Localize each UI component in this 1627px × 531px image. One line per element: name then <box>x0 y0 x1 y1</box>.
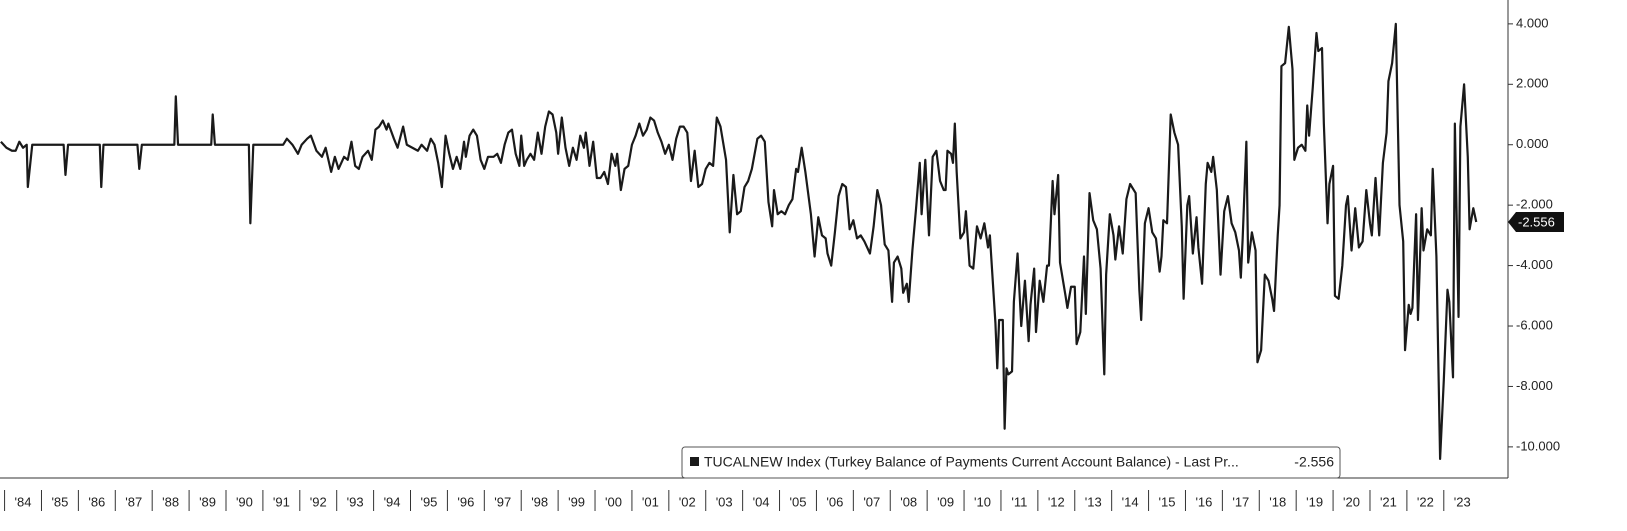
x-tick-label: '19 <box>1306 494 1323 509</box>
x-tick-label: '86 <box>88 494 105 509</box>
x-tick-label: '06 <box>826 494 843 509</box>
x-tick-label: '03 <box>716 494 733 509</box>
x-tick-label: '91 <box>273 494 290 509</box>
x-tick-label: '96 <box>457 494 474 509</box>
x-tick-label: '04 <box>753 494 770 509</box>
x-tick-label: '21 <box>1380 494 1397 509</box>
x-tick-label: '02 <box>679 494 696 509</box>
x-tick-label: '10 <box>974 494 991 509</box>
x-tick-label: '99 <box>568 494 585 509</box>
last-value-tag <box>1508 211 1564 232</box>
x-tick-label: '22 <box>1417 494 1434 509</box>
x-tick-label: '08 <box>900 494 917 509</box>
data-line <box>0 22 1478 461</box>
x-tick-label: '84 <box>15 494 32 509</box>
x-tick-label: '88 <box>162 494 179 509</box>
x-tick-label: '17 <box>1232 494 1249 509</box>
x-tick-label: '94 <box>384 494 401 509</box>
x-tick-label: '93 <box>347 494 364 509</box>
last-value-label: -2.556 <box>1518 214 1555 229</box>
x-tick-label: '95 <box>420 494 437 509</box>
legend: TUCALNEW Index (Turkey Balance of Paymen… <box>681 446 1341 479</box>
y-tick-label: -2.000 <box>1516 197 1553 212</box>
x-tick-label: '09 <box>937 494 954 509</box>
legend-label: TUCALNEW Index (Turkey Balance of Paymen… <box>704 454 1239 470</box>
y-tick-label: -4.000 <box>1516 257 1553 272</box>
x-tick-label: '87 <box>125 494 142 509</box>
x-tick-label: '20 <box>1343 494 1360 509</box>
x-tick-label: '90 <box>236 494 253 509</box>
x-tick-label: '00 <box>605 494 622 509</box>
plot-area <box>0 22 1478 461</box>
axes: 4.000 2.000 0.000 -2.000 -4.000 -6.000 -8.000 -… <box>0 0 1564 511</box>
y-tick-label: 0.000 <box>1516 136 1549 151</box>
x-tick-label: '85 <box>51 494 68 509</box>
x-tick-label: '14 <box>1122 494 1139 509</box>
y-tick-label: 2.000 <box>1516 76 1549 91</box>
legend-box <box>681 446 1341 479</box>
x-tick-label: '89 <box>199 494 216 509</box>
x-tick-label: '05 <box>790 494 807 509</box>
y-tick-label: -8.000 <box>1516 378 1553 393</box>
x-tick-label: '23 <box>1454 494 1471 509</box>
x-tick-label: '18 <box>1269 494 1286 509</box>
legend-last-value: -2.556 <box>1294 454 1334 470</box>
x-tick-label: '16 <box>1195 494 1212 509</box>
x-tick-label: '07 <box>863 494 880 509</box>
y-tick-label: 4.000 <box>1516 15 1549 30</box>
x-tick-label: '11 <box>1011 494 1027 509</box>
x-tick-label: '01 <box>642 494 659 509</box>
x-tick-label: '98 <box>531 494 548 509</box>
x-tick-label: '97 <box>494 494 511 509</box>
x-tick-label: '13 <box>1085 494 1102 509</box>
y-tick-label: -6.000 <box>1516 317 1553 332</box>
x-tick-label: '92 <box>310 494 327 509</box>
x-tick-label: '12 <box>1048 494 1065 509</box>
y-tick-label: -10.000 <box>1516 438 1560 453</box>
legend-swatch <box>690 457 699 466</box>
x-tick-label: '15 <box>1159 494 1176 509</box>
